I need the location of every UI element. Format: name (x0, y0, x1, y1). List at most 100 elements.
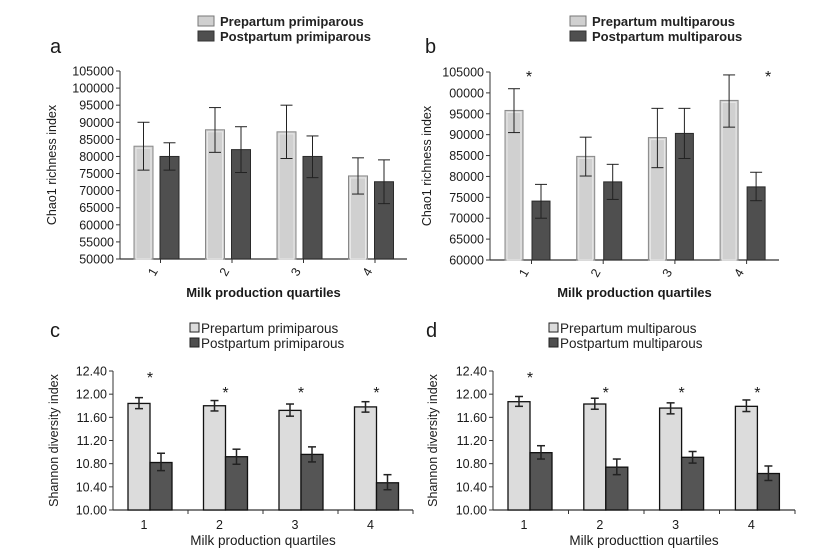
legend-swatch (189, 322, 200, 333)
bar-prepartum (658, 407, 683, 511)
y-tick-label: 12.00 (456, 388, 487, 402)
bar-prepartum (278, 409, 302, 511)
legend-swatch (189, 337, 200, 348)
bar-postpartum (529, 452, 553, 511)
legend-item-prepartum: Prepartum primiparous (189, 321, 339, 336)
error-bar (651, 107, 664, 169)
y-tick-label: 10.80 (456, 457, 487, 471)
y-tick-label: 12.00 (76, 388, 107, 402)
significance-marker: * (298, 385, 304, 402)
error-bar (590, 397, 599, 410)
x-tick-label: 3 (288, 265, 304, 278)
y-tick-label: 11.20 (457, 434, 487, 448)
legend-label: Prepartum multiparous (560, 321, 697, 336)
error-bar (508, 88, 520, 134)
error-bar (764, 465, 773, 482)
x-tick-label: 3 (660, 266, 676, 279)
error-bar (515, 395, 523, 408)
y-axis-title: Shannon diversity index (47, 373, 61, 506)
bar-group-2 (202, 399, 249, 511)
y-tick-label: 11.60 (77, 411, 107, 425)
error-bar (750, 171, 763, 202)
y-axis-title: Chao1 richness index (420, 105, 434, 226)
x-tick-label: 3 (672, 518, 679, 532)
y-tick-label: 60000 (449, 254, 484, 268)
y-tick-label: 10.40 (456, 480, 487, 494)
significance-marker: * (678, 385, 684, 402)
error-bar (352, 157, 364, 195)
x-tick-label: 2 (217, 265, 233, 278)
legend-label: Prepartum primiparous (201, 321, 339, 336)
error-bar (723, 74, 736, 128)
bar-group-1 (504, 88, 551, 261)
legend-label: Postpartum primiparous (220, 29, 371, 44)
error-bar (678, 107, 691, 159)
legend-label: Postpartum multiparous (592, 29, 742, 44)
x-axis-title: Milk producttion quartiles (569, 533, 719, 548)
error-bar (280, 104, 293, 160)
y-tick-label: 65000 (79, 201, 114, 215)
significance-marker: * (222, 385, 228, 402)
legend-label: Postpartum primiparous (201, 336, 345, 351)
y-tick-label: 12.40 (76, 365, 107, 379)
legend-label: Prepartum primiparous (220, 14, 364, 29)
y-tick-label: 80000 (79, 150, 114, 164)
error-bar (579, 136, 592, 177)
y-tick-label: 80000 (449, 170, 484, 184)
y-tick-label: 10.80 (76, 457, 107, 471)
panel-letter-a: a (50, 36, 62, 58)
error-bar (361, 400, 370, 413)
y-tick-label: 10.40 (76, 480, 107, 494)
legend-item-prepartum: Prepartum primiparous (197, 14, 364, 29)
significance-marker: * (526, 69, 532, 86)
error-bar (612, 458, 621, 476)
y-tick-label: 75000 (79, 167, 114, 181)
y-axis-title: Chao1 richness index (45, 104, 59, 225)
legend-item-postpartum: Postpartum primiparous (197, 29, 371, 44)
error-bar (306, 135, 319, 179)
legend-item-postpartum: Postpartum multiparous (548, 336, 703, 351)
x-tick-label: 1 (521, 518, 528, 532)
x-tick-label: 2 (588, 266, 604, 279)
x-axis-title: Milk production quartiles (557, 285, 712, 300)
bar-group-2 (583, 397, 629, 511)
y-tick-label: 55000 (79, 235, 114, 249)
bar-group-3 (276, 104, 323, 260)
panel-letter-d: d (426, 320, 437, 342)
legend-label: Postpartum multiparous (560, 336, 703, 351)
bar-group-4 (348, 157, 394, 260)
bar-group-1 (133, 121, 180, 260)
error-bar (606, 163, 619, 200)
bar-prepartum (127, 402, 151, 511)
panel-letter-b: b (425, 36, 436, 58)
bar-group-3 (278, 403, 324, 511)
bar-prepartum (202, 405, 227, 511)
x-tick-label: 4 (748, 518, 755, 532)
bar-group-3 (647, 107, 694, 261)
error-bar (688, 450, 697, 464)
bar-group-4 (734, 399, 781, 511)
y-tick-label: 85000 (79, 133, 114, 147)
bar-prepartum (353, 406, 378, 511)
error-bar (210, 399, 219, 412)
legend-item-prepartum: Prepartum multiparous (569, 14, 735, 29)
legend-item-postpartum: Postpartum multiparous (569, 29, 742, 44)
y-tick-label: 50000 (79, 253, 114, 267)
y-tick-label: 70000 (79, 184, 114, 198)
y-tick-label: 100000 (72, 82, 114, 96)
y-axis-title: Shannon diversity index (426, 373, 440, 506)
significance-marker: * (765, 69, 771, 86)
y-tick-label: 85000 (449, 149, 484, 163)
y-tick-label: 60000 (79, 218, 114, 232)
bar-group-1 (507, 395, 553, 511)
error-bar (157, 452, 165, 472)
y-tick-label: 90000 (449, 128, 484, 142)
y-tick-label: 70000 (449, 212, 484, 226)
legend-item-postpartum: Postpartum primiparous (189, 336, 345, 351)
x-tick-label: 4 (731, 266, 747, 279)
y-tick-label: 95000 (79, 99, 114, 113)
bar-postpartum (680, 456, 705, 511)
